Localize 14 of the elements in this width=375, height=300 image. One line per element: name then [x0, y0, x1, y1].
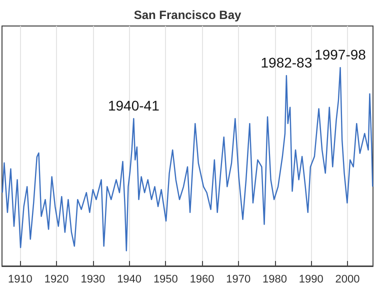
x-tick-label: 1910: [8, 274, 32, 286]
x-tick-label: 1930: [80, 274, 106, 286]
x-tick-label: 1960: [190, 274, 214, 286]
x-tick-label: 1990: [298, 274, 324, 286]
annotation: 1940-41: [108, 98, 160, 114]
chart-title: San Francisco Bay: [134, 8, 242, 22]
x-tick-label: 1940: [117, 274, 142, 286]
x-tick-label: 1920: [44, 274, 69, 286]
x-tick-label: 1980: [262, 274, 288, 286]
annotation: 1982-83: [260, 54, 312, 71]
x-tick-label: 1950: [153, 274, 178, 286]
x-tick-label: 2000: [335, 274, 360, 286]
x-tick-label: 1970: [226, 274, 251, 286]
annotation: 1997-98: [314, 46, 366, 63]
